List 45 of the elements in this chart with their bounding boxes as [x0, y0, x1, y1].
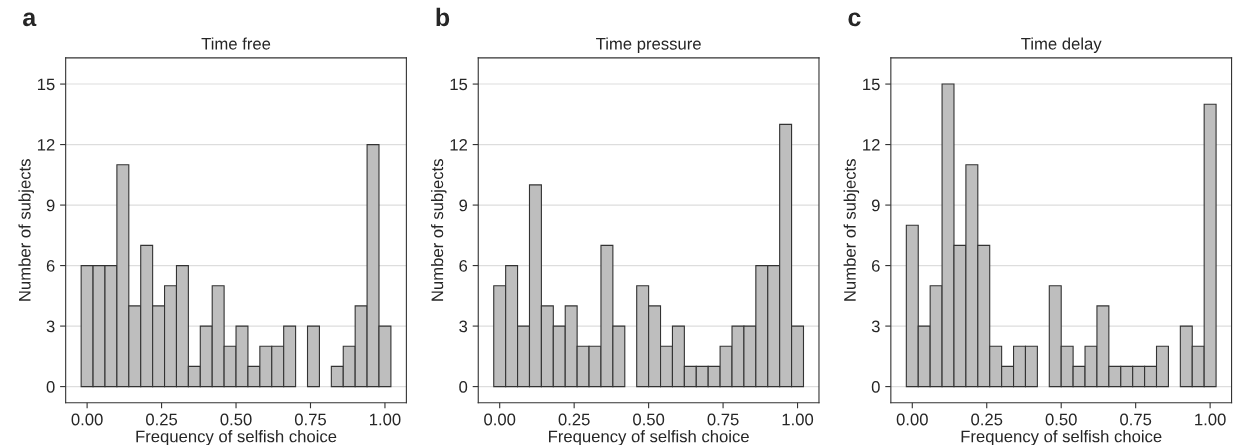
y-tick-label: 3 — [459, 320, 468, 333]
y-tick-label: 12 — [450, 138, 467, 151]
x-tick-label: 0.25 — [971, 413, 1003, 426]
y-axis-title: Number of subjects — [843, 159, 860, 301]
x-tick-label: 0.75 — [294, 413, 327, 426]
y-tick-label: 3 — [871, 320, 880, 333]
x-tick-label: 0.75 — [707, 413, 739, 426]
y-tick-label: 12 — [863, 138, 880, 151]
y-tick-label: 0 — [46, 380, 55, 393]
x-tick-label: 0.50 — [220, 413, 252, 426]
text: b — [436, 7, 450, 27]
x-axis-title: Frequency of selfish choice — [549, 430, 749, 445]
x-tick-label: 0.50 — [1045, 413, 1077, 426]
x-tick-label: 1.00 — [782, 413, 814, 426]
text: c — [848, 12, 861, 27]
chart-title: Time free — [201, 37, 271, 50]
chart-title: Time pressure — [596, 37, 701, 53]
x-tick-label: 1.00 — [1195, 413, 1226, 426]
y-tick-label: 3 — [46, 320, 55, 333]
x-tick-label: 0.50 — [633, 413, 665, 426]
x-tick-label: 1.00 — [370, 413, 401, 426]
y-tick-label: 6 — [46, 259, 55, 272]
x-tick-label: 0.00 — [484, 413, 516, 426]
y-tick-label: 6 — [872, 259, 880, 272]
y-tick-label: 6 — [459, 259, 468, 272]
x-axis-title: Frequency of selfish choice — [136, 430, 337, 445]
x-tick-label: 0.75 — [1120, 413, 1152, 426]
y-axis-title: Number of subjects — [18, 159, 34, 301]
text: a — [23, 12, 37, 27]
x-axis-title: Frequency of selfish choice — [961, 430, 1162, 445]
y-tick-label: 0 — [459, 380, 468, 393]
x-tick-label: 0.25 — [558, 413, 590, 426]
x-tick-label: 0.00 — [896, 413, 928, 426]
y-tick-label: 9 — [46, 199, 55, 212]
y-tick-label: 9 — [459, 199, 468, 212]
y-tick-label: 15 — [450, 78, 468, 91]
chart-title: Time delay — [1021, 37, 1102, 53]
y-tick-label: 9 — [871, 199, 880, 212]
y-tick-label: 15 — [37, 78, 55, 91]
y-tick-label: 12 — [37, 138, 55, 151]
y-tick-label: 15 — [863, 78, 880, 91]
y-tick-label: 0 — [871, 380, 880, 393]
x-tick-label: 0.25 — [146, 413, 178, 426]
x-tick-label: 0.00 — [71, 413, 103, 426]
y-axis-title: Number of subjects — [430, 159, 447, 301]
